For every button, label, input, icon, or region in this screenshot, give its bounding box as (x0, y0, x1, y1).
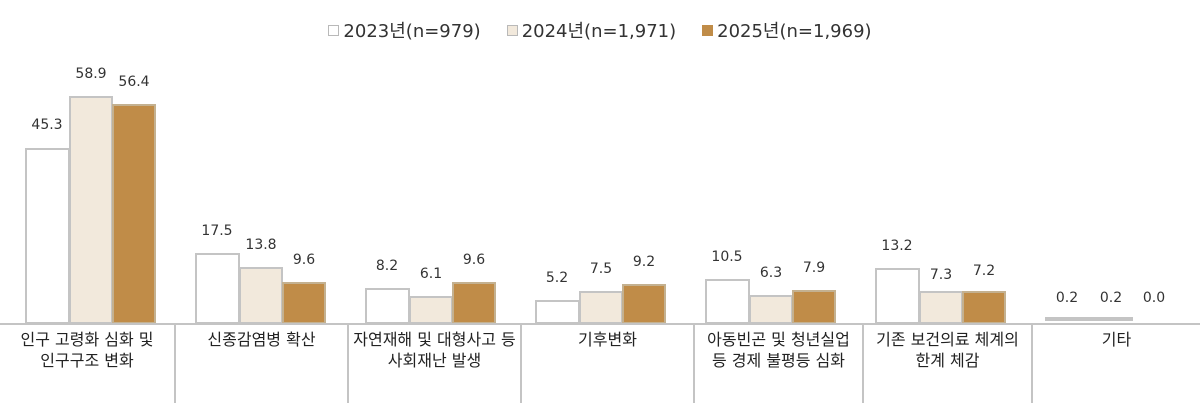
value-label: 58.9 (75, 66, 107, 82)
chart-legend: 2023년(n=979) 2024년(n=1,971) 2025년(n=1,96… (0, 17, 1200, 43)
legend-swatch-2023 (328, 24, 340, 36)
bar-g6-near-zero (1045, 317, 1133, 321)
category-line: 기존 보건의료 체계의 (876, 330, 1019, 349)
category-line: 사회재난 발생 (387, 351, 482, 370)
category-line: 인구구조 변화 (40, 351, 134, 370)
legend-label-2024: 2024년(n=1,971) (521, 21, 677, 42)
category-label-1: 신종감염병 확산 (174, 325, 347, 403)
legend-item-2024: 2024년(n=1,971) (506, 17, 677, 43)
category-label-6: 기타 (1031, 325, 1200, 403)
value-label: 0.2 (1055, 290, 1079, 306)
value-label: 17.5 (201, 223, 233, 239)
bar-g2-2023 (365, 288, 410, 324)
bar-g3-2025 (622, 284, 666, 324)
value-label: 0.2 (1099, 290, 1123, 306)
category-line: 아동빈곤 및 청년실업 (707, 330, 850, 349)
bar-g4-2024 (749, 295, 793, 324)
legend-label-2023: 2023년(n=979) (343, 21, 481, 42)
value-label: 9.6 (462, 252, 486, 268)
category-line: 기타 (1101, 330, 1132, 349)
value-label: 0.0 (1142, 290, 1166, 306)
bar-g2-2024 (409, 296, 453, 324)
legend-item-2025: 2025년(n=1,969) (702, 17, 872, 43)
value-label: 7.5 (589, 261, 613, 277)
category-label-5: 기존 보건의료 체계의 한계 체감 (862, 325, 1031, 403)
category-label-3: 기후변화 (520, 325, 693, 403)
bar-g5-2023 (875, 268, 920, 324)
category-line: 인구 고령화 심화 및 (20, 330, 154, 349)
bar-g0-2023 (25, 148, 70, 324)
category-line: 신종감염병 확산 (207, 330, 316, 349)
category-line: 자연재해 및 대형사고 등 (353, 330, 516, 349)
value-label: 8.2 (375, 258, 399, 274)
value-label: 45.3 (31, 117, 63, 133)
value-label: 10.5 (711, 249, 743, 265)
x-axis-line (0, 323, 1200, 325)
bar-g2-2025 (452, 282, 496, 324)
bar-g1-2025 (282, 282, 326, 324)
value-label: 7.9 (802, 260, 826, 276)
value-label: 6.3 (759, 265, 783, 281)
value-label: 7.2 (972, 263, 996, 279)
bar-g5-2025 (962, 291, 1006, 324)
value-label: 9.2 (632, 254, 656, 270)
value-label: 13.2 (881, 238, 913, 254)
category-label-4: 아동빈곤 및 청년실업 등 경제 불평등 심화 (693, 325, 862, 403)
bar-g5-2024 (919, 291, 963, 324)
category-line: 한계 체감 (915, 351, 980, 370)
bar-g0-2025 (112, 104, 156, 324)
bar-g1-2023 (195, 253, 240, 324)
category-label-2: 자연재해 및 대형사고 등 사회재난 발생 (347, 325, 520, 403)
bar-g3-2024 (579, 291, 623, 324)
legend-swatch-2024 (506, 24, 518, 36)
bar-g4-2025 (792, 290, 836, 324)
bar-g4-2023 (705, 279, 750, 324)
value-label: 56.4 (118, 74, 150, 90)
value-label: 9.6 (292, 252, 316, 268)
bar-g1-2024 (239, 267, 283, 324)
legend-item-2023: 2023년(n=979) (328, 17, 481, 43)
value-label: 5.2 (545, 270, 569, 286)
legend-swatch-2025 (702, 24, 714, 36)
value-label: 7.3 (929, 267, 953, 283)
category-label-0: 인구 고령화 심화 및 인구구조 변화 (0, 325, 174, 403)
category-line: 기후변화 (578, 330, 637, 349)
bar-g3-2023 (535, 300, 580, 324)
value-label: 13.8 (245, 237, 277, 253)
category-line: 등 경제 불평등 심화 (711, 351, 846, 370)
legend-label-2025: 2025년(n=1,969) (717, 21, 872, 42)
value-label: 6.1 (419, 266, 443, 282)
